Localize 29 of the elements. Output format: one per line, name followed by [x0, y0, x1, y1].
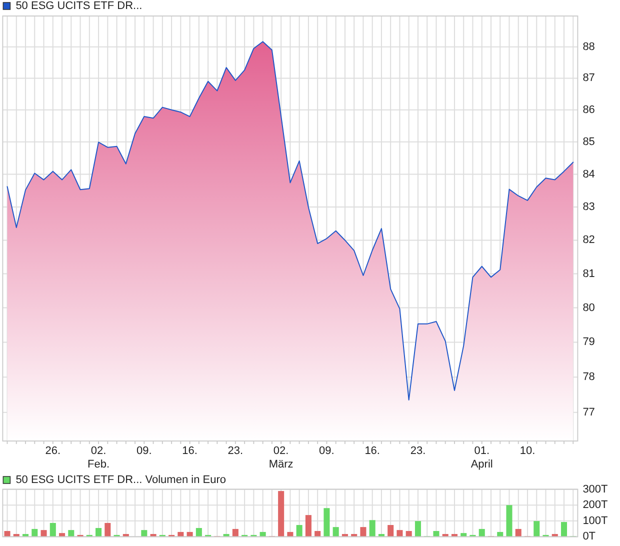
- y-tick-label: 82: [582, 234, 595, 246]
- x-tick-label: 09.: [136, 445, 152, 457]
- x-tick-label: 23.: [228, 445, 244, 457]
- y-tick-label: 0T: [582, 530, 596, 543]
- x-tick-label: 02. März: [268, 445, 294, 470]
- y-tick-label: 78: [582, 371, 595, 384]
- x-tick-label: 16.: [182, 445, 198, 457]
- x-tick-label: 01. April: [470, 445, 493, 470]
- y-tick-label: 88: [582, 40, 595, 53]
- y-tick-label: 300T: [582, 483, 608, 496]
- y-tick-label: 85: [582, 136, 595, 148]
- y-tick-label: 100T: [582, 514, 608, 527]
- x-tick-label: 02. Feb.: [88, 445, 110, 470]
- legend-label: 50 ESG UCITS ETF DR...: [16, 0, 142, 12]
- x-tick-label: 09.: [319, 445, 334, 457]
- y-tick-label: 86: [582, 104, 595, 116]
- y-tick-label: 80: [582, 302, 595, 314]
- y-tick-label: 79: [582, 336, 595, 348]
- y-tick-label: 77: [582, 406, 595, 418]
- x-tick-label: 10.: [520, 445, 536, 457]
- legend-label: 50 ESG UCITS ETF DR... Volumen in Euro: [16, 474, 226, 486]
- x-tick-label: 23.: [410, 445, 426, 457]
- y-tick-label: 200T: [582, 499, 608, 512]
- x-tick-label: 26.: [45, 445, 61, 457]
- y-tick-label: 84: [582, 168, 595, 180]
- x-tick-label: 16.: [364, 445, 380, 457]
- y-tick-label: 87: [582, 72, 595, 84]
- y-tick-label: 81: [582, 268, 595, 280]
- y-tick-label: 83: [582, 201, 595, 214]
